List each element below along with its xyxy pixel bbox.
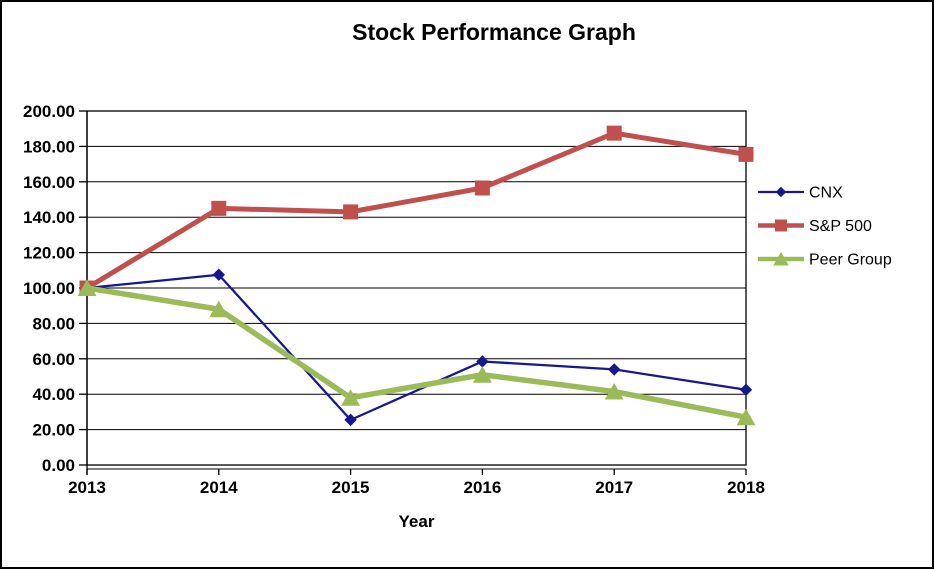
series-line-cnx [86, 273, 747, 421]
marker-cnx-2017 [607, 363, 621, 376]
marker-peer-group-2016 [472, 366, 492, 383]
marker-s-p-500-2017 [606, 125, 622, 141]
marker-peer-group-2014 [209, 300, 229, 318]
legend-label-peer-group: Peer Group [809, 252, 892, 269]
x-axis-title: Year [398, 512, 435, 531]
legend-item-peer-group: Peer Group [758, 252, 892, 269]
x-tick-label-2015: 2015 [332, 478, 370, 497]
marker-cnx-2015 [344, 413, 357, 427]
marker-peer-group-2015 [341, 389, 361, 406]
legend-item-s-p-500: S&P 500 [758, 218, 872, 235]
legend-marker-s-p-500 [775, 219, 787, 232]
y-tick-label-60.00: 60.00 [32, 350, 75, 369]
marker-s-p-500-2015 [343, 204, 359, 220]
marker-cnx-2014 [212, 268, 226, 281]
x-tick-label-2017: 2017 [595, 478, 633, 497]
y-tick-label-20.00: 20.00 [32, 421, 75, 440]
marker-s-p-500-2018 [738, 146, 754, 162]
marker-peer-group-2017 [604, 383, 624, 400]
legend-marker-peer-group [773, 251, 789, 266]
x-tick-label-2016: 2016 [463, 478, 501, 497]
y-tick-label-140.00: 140.00 [23, 208, 75, 227]
legend-label-cnx: CNX [809, 185, 843, 202]
series-line-peer-group [86, 285, 747, 420]
x-tick-label-2013: 2013 [68, 478, 106, 497]
legend-label-s-p-500: S&P 500 [809, 218, 872, 235]
y-tick-label-40.00: 40.00 [32, 385, 75, 404]
marker-s-p-500-2014 [211, 200, 227, 216]
legend-item-cnx: CNX [758, 185, 843, 202]
legend-marker-cnx [775, 186, 787, 198]
y-tick-label-100.00: 100.00 [23, 279, 75, 298]
y-tick-label-0.00: 0.00 [42, 456, 75, 475]
y-tick-label-120.00: 120.00 [23, 244, 75, 263]
y-tick-label-160.00: 160.00 [23, 173, 75, 192]
marker-peer-group-2018 [736, 408, 756, 426]
y-tick-label-180.00: 180.00 [23, 137, 75, 156]
x-tick-label-2014: 2014 [200, 478, 238, 497]
series-line-s-p-500 [85, 130, 747, 291]
marker-s-p-500-2016 [474, 180, 490, 196]
x-tick-label-2018: 2018 [727, 478, 765, 497]
y-tick-label-200.00: 200.00 [23, 102, 75, 121]
marker-cnx-2018 [739, 383, 753, 396]
chart-title: Stock Performance Graph [352, 19, 636, 45]
y-tick-label-80.00: 80.00 [32, 314, 75, 333]
marker-peer-group-2013 [77, 279, 97, 296]
marker-cnx-2016 [476, 355, 489, 368]
